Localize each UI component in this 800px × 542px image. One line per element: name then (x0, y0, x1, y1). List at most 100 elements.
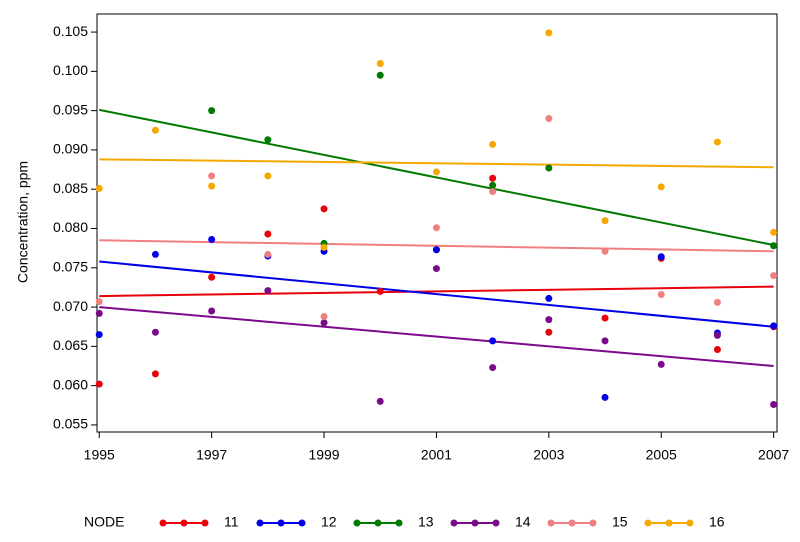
point (264, 230, 272, 238)
x-tick-label: 1997 (196, 447, 227, 463)
point (95, 380, 103, 388)
point (489, 337, 497, 345)
legend-label: 14 (515, 514, 531, 530)
legend-label: 15 (612, 514, 628, 530)
point (489, 364, 497, 372)
point (489, 188, 497, 196)
point (208, 182, 216, 190)
trend-line (99, 285, 774, 298)
point (208, 307, 216, 315)
point (489, 174, 497, 182)
legend-title: NODE (84, 514, 124, 530)
y-axis-label: Concentration, ppm (15, 161, 31, 283)
x-tick-label: 1995 (84, 447, 115, 463)
point (713, 138, 721, 146)
point (95, 331, 103, 339)
point (432, 246, 440, 254)
legend-label: 16 (709, 514, 725, 530)
trend-line (99, 158, 774, 169)
point (545, 29, 553, 37)
point (432, 265, 440, 273)
legend-dot (256, 519, 264, 527)
trend-line (99, 260, 774, 328)
legend-label: 13 (418, 514, 434, 530)
point (770, 401, 778, 408)
y-tick-label: 0.075 (53, 258, 88, 274)
point (95, 184, 103, 192)
point (489, 181, 497, 189)
legend-dot (492, 519, 500, 527)
legend-dot (159, 519, 167, 527)
x-tick-label: 2005 (646, 447, 677, 463)
legend-dot (277, 519, 285, 527)
point (770, 322, 778, 330)
trend-line (99, 306, 774, 367)
x-tick-label: 1999 (308, 447, 339, 463)
point (95, 309, 103, 317)
point (320, 319, 328, 327)
legend-dot (450, 519, 458, 527)
point (264, 172, 272, 180)
legend-dot (374, 519, 382, 527)
point (432, 224, 440, 232)
point (208, 172, 216, 180)
point (208, 236, 216, 243)
legend-dot (644, 519, 652, 527)
point (320, 243, 328, 251)
point (151, 328, 159, 336)
legend-dot (180, 519, 188, 527)
point (601, 393, 609, 401)
legend-dot (471, 519, 479, 527)
point (770, 242, 778, 250)
point (770, 228, 778, 236)
point (376, 60, 384, 67)
y-tick-label: 0.055 (53, 416, 88, 432)
legend-dot (201, 519, 209, 527)
trend-line (99, 108, 774, 246)
y-tick-label: 0.100 (53, 62, 88, 78)
x-tick-label: 2003 (533, 447, 564, 463)
point (545, 115, 553, 122)
legend-dot (665, 519, 673, 527)
point (432, 168, 440, 176)
point (376, 71, 384, 79)
point (151, 126, 159, 134)
point (320, 313, 328, 320)
point (770, 272, 778, 280)
legend-dot (547, 519, 555, 527)
point (657, 291, 665, 298)
y-tick-label: 0.070 (53, 298, 88, 314)
point (601, 247, 609, 255)
point (657, 360, 665, 368)
y-tick-label: 0.060 (53, 376, 88, 392)
plot-frame (96, 13, 778, 433)
legend-dot (589, 519, 597, 527)
point (657, 253, 665, 261)
point (545, 328, 553, 336)
y-tick-label: 0.105 (53, 23, 88, 39)
point (601, 314, 609, 322)
point (264, 250, 272, 258)
point (95, 298, 103, 306)
legend-label: 11 (224, 514, 239, 530)
y-tick-label: 0.065 (53, 337, 88, 353)
legend-dot (686, 519, 694, 527)
point (713, 298, 721, 306)
point (713, 346, 721, 353)
point (713, 331, 721, 339)
y-tick-label: 0.085 (53, 180, 88, 196)
point (264, 136, 272, 144)
point (376, 397, 384, 405)
point (601, 337, 609, 345)
point (601, 217, 609, 225)
legend-dot (395, 519, 403, 527)
point (151, 250, 159, 258)
point (151, 370, 159, 378)
point (545, 316, 553, 324)
point (208, 107, 216, 115)
y-tick-label: 0.090 (53, 141, 88, 157)
legend-label: 12 (321, 514, 337, 530)
legend-dot (568, 519, 576, 527)
x-tick-label: 2001 (421, 447, 452, 463)
